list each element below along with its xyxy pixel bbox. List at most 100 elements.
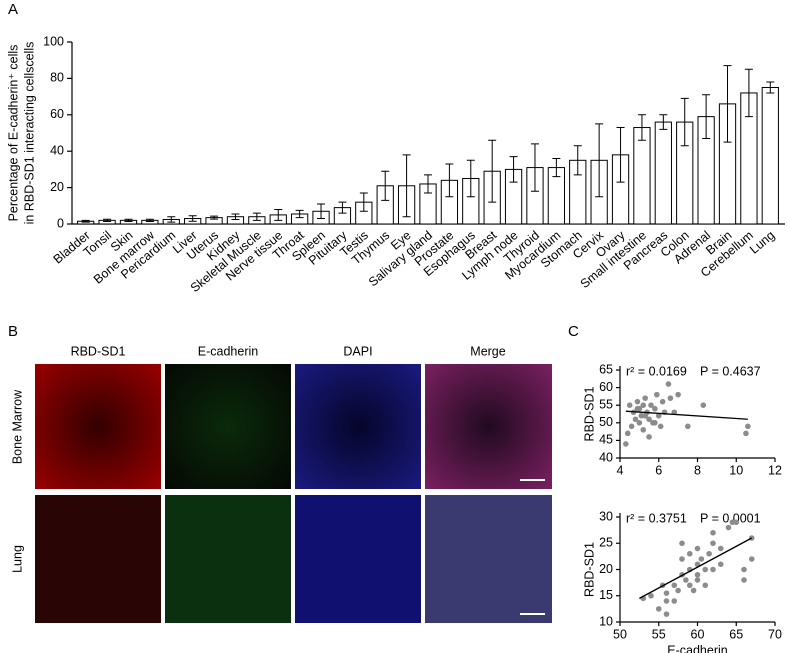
point — [652, 420, 658, 426]
error-bar — [637, 114, 646, 141]
point — [700, 402, 707, 409]
x-tick-label: 50 — [613, 627, 627, 641]
error-bar — [210, 215, 219, 220]
point — [685, 423, 691, 430]
error-bar — [680, 97, 689, 147]
y-tick-label: 20 — [50, 180, 64, 194]
fit-line — [625, 410, 748, 420]
point — [679, 540, 685, 547]
error-bar — [338, 201, 347, 214]
point — [634, 398, 641, 405]
error-bar — [702, 94, 711, 139]
point — [663, 590, 670, 596]
point — [624, 430, 631, 437]
point — [671, 598, 678, 604]
point — [710, 566, 716, 573]
point — [679, 556, 685, 562]
point — [733, 519, 740, 526]
point — [665, 381, 672, 387]
point — [710, 529, 716, 536]
error-bar — [359, 192, 368, 212]
point — [663, 611, 670, 617]
x-tick-label: 60 — [691, 627, 705, 641]
point — [706, 550, 712, 557]
point — [663, 598, 670, 604]
error-bar — [381, 170, 390, 201]
point — [655, 606, 662, 612]
point — [642, 412, 648, 419]
error-bar — [744, 68, 753, 118]
error-bar — [424, 174, 432, 194]
point — [648, 402, 654, 409]
y-tick-label: 45 — [599, 433, 613, 447]
panel-label: B — [8, 323, 18, 340]
y-tick-label: 50 — [599, 415, 613, 429]
point — [686, 582, 693, 589]
micrograph — [425, 364, 552, 489]
error-bar — [659, 114, 668, 130]
error-bar — [103, 218, 112, 222]
point — [659, 398, 666, 405]
point — [632, 416, 639, 423]
point — [741, 577, 747, 583]
error-bar — [466, 159, 475, 198]
micrograph — [35, 364, 161, 489]
point — [686, 550, 693, 557]
panel-label: C — [568, 323, 579, 340]
micrograph — [425, 495, 552, 623]
bar — [654, 121, 672, 225]
point — [638, 412, 645, 419]
y-tick-label: 15 — [599, 588, 613, 602]
y-tick-label: 10 — [599, 614, 613, 628]
point — [741, 566, 747, 573]
y-tick-label: 20 — [599, 562, 613, 576]
annotation: P = 0.0001 — [700, 511, 761, 525]
point — [671, 582, 678, 589]
point — [675, 391, 681, 398]
point — [702, 566, 709, 573]
y-axis-label: Percentage of E-cadherin⁺ cells — [6, 45, 20, 222]
error-bar — [445, 163, 454, 198]
point — [671, 409, 678, 416]
point — [648, 592, 654, 599]
channel-label: RBD-SD1 — [71, 344, 126, 358]
point — [729, 519, 736, 526]
y-tick-label: 100 — [43, 34, 64, 48]
y-tick-label: 80 — [50, 71, 64, 85]
x-tick-label: 4 — [617, 463, 624, 477]
point — [628, 423, 635, 430]
x-tick-label: 65 — [729, 627, 743, 641]
channel-label: Merge — [470, 344, 505, 358]
point — [702, 582, 709, 589]
x-tick-label: 8 — [694, 463, 701, 477]
point — [717, 545, 724, 552]
micrograph — [35, 495, 161, 623]
y-tick-label: 60 — [599, 380, 613, 394]
error-bar — [530, 143, 539, 192]
error-bar — [252, 212, 261, 221]
micrograph — [295, 364, 421, 489]
point — [690, 587, 697, 594]
error-bar — [317, 203, 326, 220]
point — [646, 416, 652, 423]
point — [655, 412, 662, 419]
error-bar — [81, 219, 90, 223]
point — [646, 434, 652, 440]
point — [623, 441, 629, 447]
point — [654, 391, 660, 398]
y-tick-label: 40 — [599, 450, 613, 464]
x-tick-label: Lung — [747, 228, 777, 257]
x-axis-label: E-cadherin — [667, 643, 727, 653]
y-tick-label: 65 — [599, 362, 613, 376]
error-bar — [124, 218, 133, 222]
point — [717, 561, 724, 568]
x-tick-label: 70 — [768, 627, 782, 641]
error-bar — [295, 209, 304, 219]
bar — [633, 127, 651, 225]
x-tick-label: 55 — [652, 627, 666, 641]
error-bar — [723, 65, 732, 143]
fit-line — [639, 537, 753, 599]
error-bar — [274, 208, 283, 221]
point — [694, 561, 701, 568]
